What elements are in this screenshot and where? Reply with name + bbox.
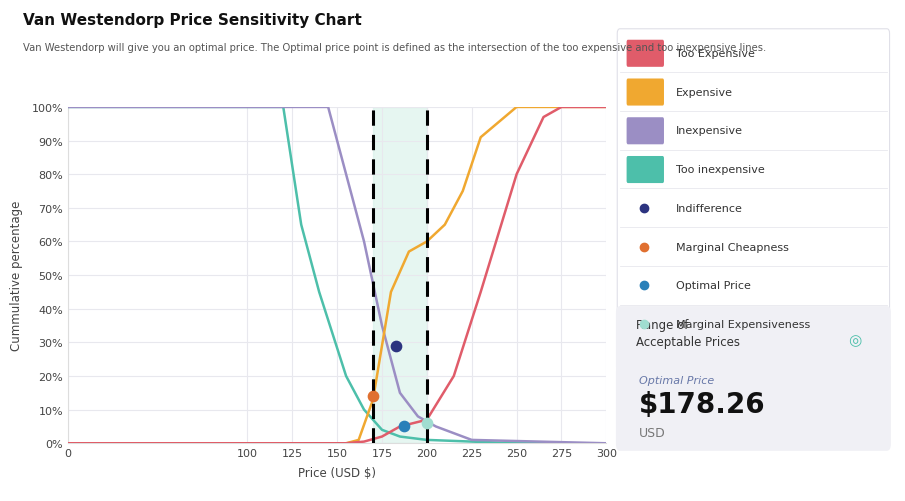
Text: Inexpensive: Inexpensive [676, 126, 743, 136]
Text: $178.26: $178.26 [639, 390, 766, 418]
FancyBboxPatch shape [626, 79, 664, 106]
Text: Marginal Expensiveness: Marginal Expensiveness [676, 320, 810, 329]
Text: Too inexpensive: Too inexpensive [676, 165, 765, 175]
FancyBboxPatch shape [617, 30, 890, 348]
Bar [373, 108, 427, 443]
Text: Range of
Acceptable Prices: Range of Acceptable Prices [636, 319, 740, 349]
Text: USD: USD [639, 426, 665, 439]
Text: ◎: ◎ [848, 333, 862, 348]
Text: Van Westendorp Price Sensitivity Chart: Van Westendorp Price Sensitivity Chart [23, 13, 361, 28]
FancyBboxPatch shape [616, 365, 891, 451]
Point [389, 342, 404, 350]
Text: Indifference: Indifference [676, 203, 743, 213]
Y-axis label: Cummulative percentage: Cummulative percentage [10, 200, 23, 351]
Text: Expensive: Expensive [676, 87, 733, 97]
Text: Van Westendorp will give you an optimal price. The Optimal price point is define: Van Westendorp will give you an optimal … [23, 43, 766, 53]
Point [396, 422, 411, 430]
Text: Marginal Cheapness: Marginal Cheapness [676, 242, 789, 252]
FancyBboxPatch shape [626, 41, 664, 68]
X-axis label: Price (USD $): Price (USD $) [298, 466, 376, 479]
FancyBboxPatch shape [616, 307, 891, 374]
Point [366, 392, 380, 400]
Point [420, 419, 434, 427]
FancyBboxPatch shape [626, 118, 664, 145]
Text: Optimal Price: Optimal Price [639, 375, 714, 385]
Text: Optimal Price: Optimal Price [676, 281, 751, 291]
FancyBboxPatch shape [626, 157, 664, 184]
Text: Too Expensive: Too Expensive [676, 49, 755, 59]
